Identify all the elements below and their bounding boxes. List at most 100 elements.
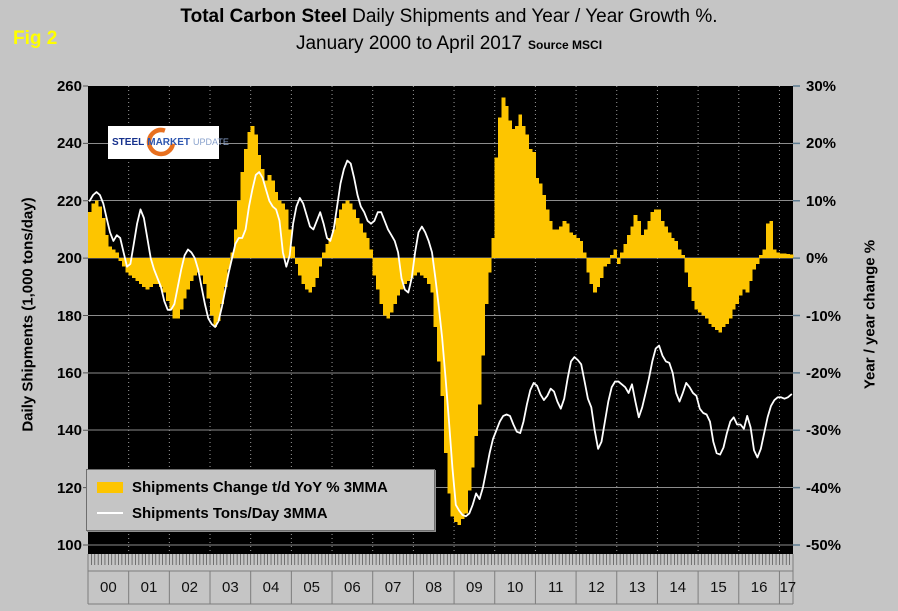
right-axis-tick-label: -50% (806, 537, 842, 554)
yoy-change-bar (308, 258, 313, 293)
yoy-change-bar (711, 258, 716, 327)
shipments-line (88, 159, 793, 518)
yoy-change-bar (291, 246, 296, 259)
yoy-change-bar (132, 258, 136, 279)
left-axis-tick-label: 120 (56, 479, 82, 497)
yoy-change-bar (457, 258, 462, 525)
yoy-change-bar (298, 258, 302, 276)
yoy-change-bar (525, 134, 529, 259)
yoy-change-bar (433, 258, 438, 327)
yoy-change-bar (460, 258, 465, 520)
x-axis-year-label: 04 (262, 579, 280, 596)
yoy-change-bar (593, 258, 597, 293)
yoy-change-bar (701, 258, 706, 316)
x-axis-year-label: 03 (222, 579, 239, 596)
x-axis-year-label: 09 (466, 579, 483, 596)
yoy-change-bar (410, 258, 414, 279)
left-axis-tick-label: 180 (56, 307, 82, 325)
legend-item-line: Shipments Tons/Day 3MMA (97, 501, 328, 525)
yoy-change-bar (535, 177, 540, 259)
x-axis-year-label: 14 (669, 579, 687, 596)
yoy-change-bar (694, 258, 699, 310)
yoy-change-bar (335, 217, 340, 259)
yoy-change-bar (138, 258, 143, 284)
yoy-change-bar (630, 226, 635, 259)
right-axis-tick-label: 0% (806, 250, 828, 268)
x-axis-year-label: 06 (344, 579, 361, 596)
yoy-change-bar (620, 252, 624, 259)
yoy-change-bar (328, 238, 333, 259)
bar-series (88, 97, 794, 525)
yoy-change-bar (447, 258, 452, 494)
yoy-change-bar (484, 258, 489, 304)
yoy-change-bar (179, 258, 184, 310)
yoy-change-bar (376, 258, 380, 290)
line-series-swatch (97, 512, 123, 514)
yoy-change-bar (752, 258, 757, 270)
yoy-change-bar (440, 258, 445, 396)
yoy-change-bar (382, 258, 387, 316)
yoy-change-bar (738, 258, 743, 296)
yoy-change-bar (379, 258, 384, 304)
yoy-change-bar (189, 258, 194, 282)
right-axis-title: Year / year change % (861, 239, 879, 390)
yoy-change-bar (416, 258, 421, 273)
yoy-change-bar (715, 258, 719, 330)
logo-text: STEEL MARKET UPDATE (112, 137, 229, 148)
yoy-change-bar (287, 229, 292, 259)
right-axis-tick-label: 10% (806, 192, 837, 210)
left-axis-tick-label: 220 (56, 192, 82, 210)
left-axis-tick-label: 260 (56, 78, 82, 95)
yoy-change-bar (165, 258, 170, 302)
yoy-change-bar (104, 235, 109, 259)
yoy-change-bar (345, 200, 350, 259)
yoy-change-bar (596, 258, 601, 287)
yoy-change-bar (731, 258, 736, 310)
yoy-change-bar (494, 157, 499, 259)
yoy-change-bar (555, 229, 560, 259)
yoy-change-bar (728, 258, 733, 319)
yoy-change-bar (274, 192, 279, 259)
yoy-change-bar (538, 183, 543, 259)
yoy-change-bar (684, 258, 689, 273)
chart-subtitle: January 2000 to April 2017 Source MSCI (0, 33, 898, 55)
right-axis-tick-label: 20% (806, 135, 837, 153)
x-axis-year-label: 15 (710, 579, 727, 596)
yoy-change-bar (271, 180, 275, 259)
yoy-change-bar (386, 258, 391, 319)
yoy-change-bar (667, 232, 672, 259)
yoy-change-bar (647, 220, 651, 259)
yoy-change-bar (162, 258, 167, 293)
yoy-change-bar (352, 209, 357, 259)
x-axis-year-label: 16 (750, 579, 768, 596)
x-axis-year-label: 08 (425, 579, 443, 596)
yoy-change-bar (559, 226, 563, 259)
yoy-change-bar (101, 217, 106, 259)
yoy-change-bar (111, 249, 116, 259)
yoy-change-bar (565, 223, 570, 259)
yoy-change-bar (159, 258, 163, 287)
yoy-change-bar (196, 258, 201, 273)
yoy-change-bar (135, 258, 140, 282)
yoy-change-bar (294, 258, 299, 264)
yoy-change-bar (257, 154, 262, 259)
yoy-change-bar (91, 203, 96, 259)
yoy-change-bar (586, 258, 590, 273)
yoy-change-bar (342, 203, 346, 259)
yoy-change-bar (464, 258, 468, 514)
logo-crescent-icon (146, 127, 176, 157)
yoy-change-bar (504, 106, 509, 259)
yoy-change-bar (599, 258, 604, 279)
yoy-change-bar (789, 254, 794, 259)
logo-word-market: MARKET (147, 137, 191, 148)
steel-market-update-logo: STEEL MARKET UPDATE (108, 126, 229, 159)
yoy-change-bar (576, 238, 580, 259)
yoy-change-bar (304, 258, 309, 290)
yoy-change-bar (169, 258, 174, 310)
yoy-change-bar (569, 232, 574, 259)
yoy-change-bar (552, 229, 557, 259)
x-axis-year-label: 17 (779, 579, 797, 596)
chart-source: Source MSCI (528, 38, 603, 52)
yoy-change-bar (338, 209, 343, 259)
yoy-change-bar (782, 253, 787, 259)
